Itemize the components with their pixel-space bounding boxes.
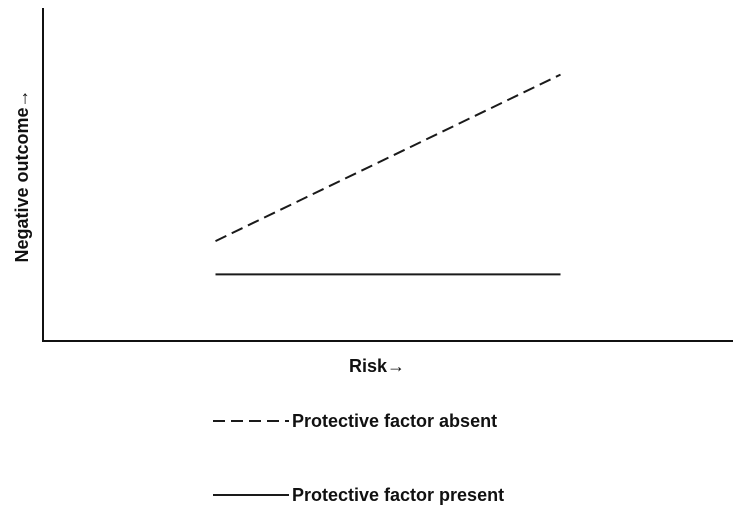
legend-item-absent: Protective factor absent: [213, 409, 497, 433]
x-axis-label: Risk→: [349, 356, 406, 376]
legend-swatch-dashed: [213, 420, 289, 422]
series-layer: [215, 73, 561, 276]
legend-item-present: Protective factor present: [213, 483, 504, 507]
y-axis-label: Negative outcome→: [12, 89, 32, 263]
legend-swatch-solid: [213, 494, 289, 496]
legend-label-present: Protective factor present: [292, 484, 505, 505]
legend-label-absent: Protective factor absent: [292, 410, 498, 431]
series-line-protective-factor-absent: [215, 73, 561, 243]
